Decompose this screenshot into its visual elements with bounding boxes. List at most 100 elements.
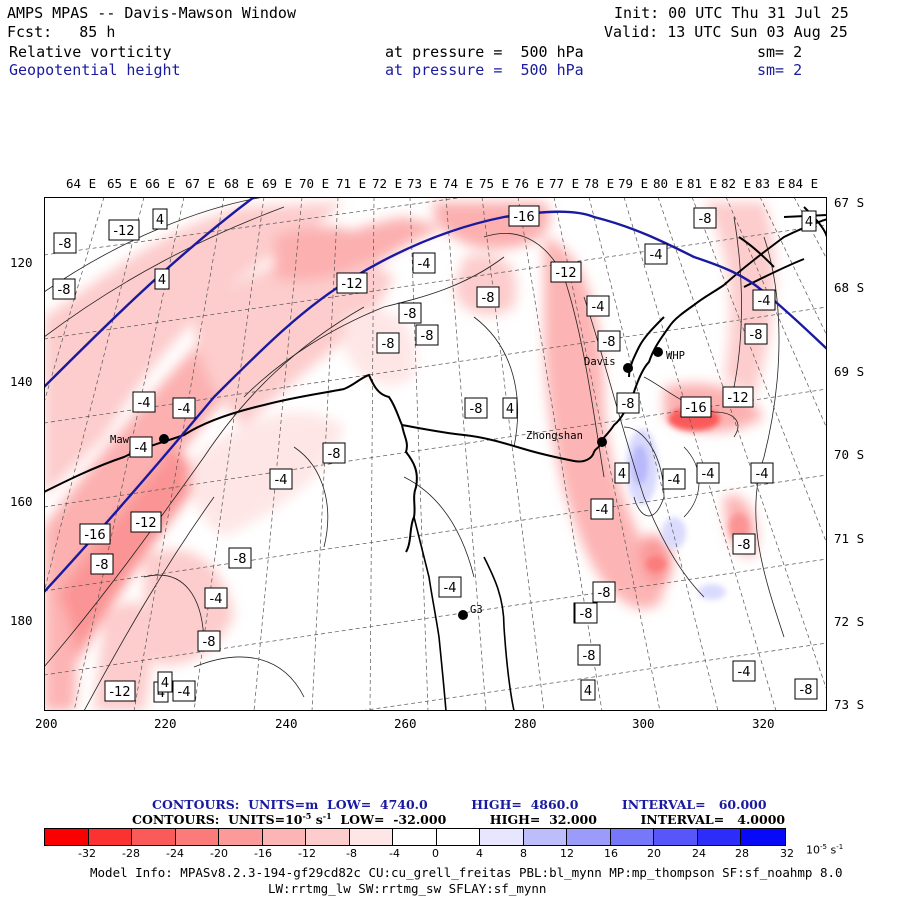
colorbar-label: 20 [647,847,661,860]
colorbar-swatch [609,828,654,846]
contour-label: -8 [415,324,439,346]
contour-label-box [592,581,616,603]
contour-label: -16 [680,396,712,418]
colorbar-label: 8 [520,847,527,860]
contour-label-text: -8 [598,586,611,601]
contour-label-text: -8 [96,558,109,573]
lon-label: 78 E [584,176,615,191]
vorticity-units-seconds-exponent: -1 [322,811,332,821]
contour-label: -4 [129,436,153,458]
contour-label-text: 4 [156,213,164,228]
field2-smoothing: sm= 2 [757,61,803,79]
contour-label-text: -8 [59,237,72,252]
lat-label: 69 S [834,364,865,379]
vorticity-contour-info: CONTOURS: UNITS=10-5 s-1 LOW= -32.000 HI… [132,811,785,827]
contour-label-text: -4 [702,467,715,482]
lon-label: 73 E [407,176,438,191]
contour-label-box [322,442,346,464]
contour-label-box [750,462,774,484]
contour-label: -4 [172,680,196,702]
colorbar-swatch [218,828,263,846]
contour-label-box [152,208,168,230]
contour-label: -8 [597,330,621,352]
contour-label-box [580,679,596,701]
contour-label-text: -16 [84,528,105,543]
contour-label-box [398,302,422,324]
contour-label-text: -12 [113,224,134,239]
lon-label: 64 E [66,176,97,191]
vorticity-contour-units: CONTOURS: UNITS=10 [132,812,303,828]
contour-label: 4 [152,208,168,230]
vorticity-negative [626,429,726,600]
contour-label-box [590,498,614,520]
colorbar-swatch [87,828,132,846]
lat-label: 71 S [834,531,865,546]
colorbar-units: 10-5 s-1 [806,843,843,857]
contour-label-text: 4 [506,402,514,417]
contour-label-text: -12 [555,266,576,281]
lon-label: 77 E [549,176,580,191]
lon-label: 68 E [224,176,255,191]
contour-label: -4 [662,468,686,490]
contour-label: -12 [336,272,368,294]
contour-label-text: 4 [158,273,166,288]
contour-label-box [129,436,153,458]
contour-label: -8 [52,278,76,300]
lon-label: 76 E [514,176,545,191]
contour-label: -16 [79,523,111,545]
contour-label: -8 [592,581,616,603]
grid-y-label: 160 [10,494,33,509]
contour-label-text: -4 [275,473,288,488]
colorbar-swatch [696,828,741,846]
station-label-zhongshan: Zhongshan [526,430,583,442]
lon-label: 80 E [653,176,684,191]
contour-label: -8 [732,533,756,555]
contour-label: -4 [172,397,196,419]
contour-label-box [662,468,686,490]
contour-label-text: -8 [583,649,596,664]
colorbar-swatch [435,828,480,846]
contour-label-box [269,468,293,490]
contour-label-text: -8 [382,337,395,352]
contour-label-box [722,386,754,408]
colorbar-units-seconds-exponent: -1 [836,843,844,851]
station-marker [653,347,663,357]
contour-label-text: -8 [203,635,216,650]
contour-label: -12 [722,386,754,408]
lon-label: 79 E [618,176,649,191]
vorticity-map: Mawson Davis WHP Zhongshan G3 -8-124-84-… [44,197,827,711]
colorbar-swatch [174,828,219,846]
contour-label: -16 [508,205,540,227]
contour-label-box [438,576,462,598]
colorbar-label: -28 [122,847,140,860]
contour-label-text: -8 [699,212,712,227]
vorticity-contour-range: LOW= -32.000 HIGH= 32.000 INTERVAL= 4.00… [331,812,786,828]
grid-y-label: 140 [10,374,33,389]
contour-label-box [52,278,76,300]
lon-label: 84 E [788,176,819,191]
contour-label: 4 [614,462,630,484]
contour-label-box [794,678,818,700]
contour-labels: -8 -12 4 -8 4 -16 -8 -4 -12 -4 -4 -12 -8 -8 -8 -4 -8 -4 -8… [52,205,818,703]
contour-label: -4 [269,468,293,490]
colorbar-swatch [44,828,89,846]
grid-x-label: 300 [632,716,655,731]
contour-label: -12 [104,680,136,702]
vorticity-units-exponent: -5 [302,811,312,821]
contour-label-text: -8 [800,683,813,698]
grid-x-label: 240 [275,716,298,731]
contour-label-text: -12 [727,391,748,406]
contour-label-text: 4 [161,676,169,691]
contour-label-box [79,523,111,545]
contour-label-text: -12 [341,277,362,292]
lon-label: 82 E [721,176,752,191]
grid-x-label: 320 [752,716,775,731]
field2-name: Geopotential height [9,61,181,79]
graticule [44,197,827,711]
colorbar-swatch [479,828,524,846]
lon-label: 70 E [299,176,330,191]
contour-label-box [197,630,221,652]
contour-label: -8 [53,232,77,254]
contour-label-text: 4 [805,215,813,230]
colorbar-label: 0 [432,847,439,860]
